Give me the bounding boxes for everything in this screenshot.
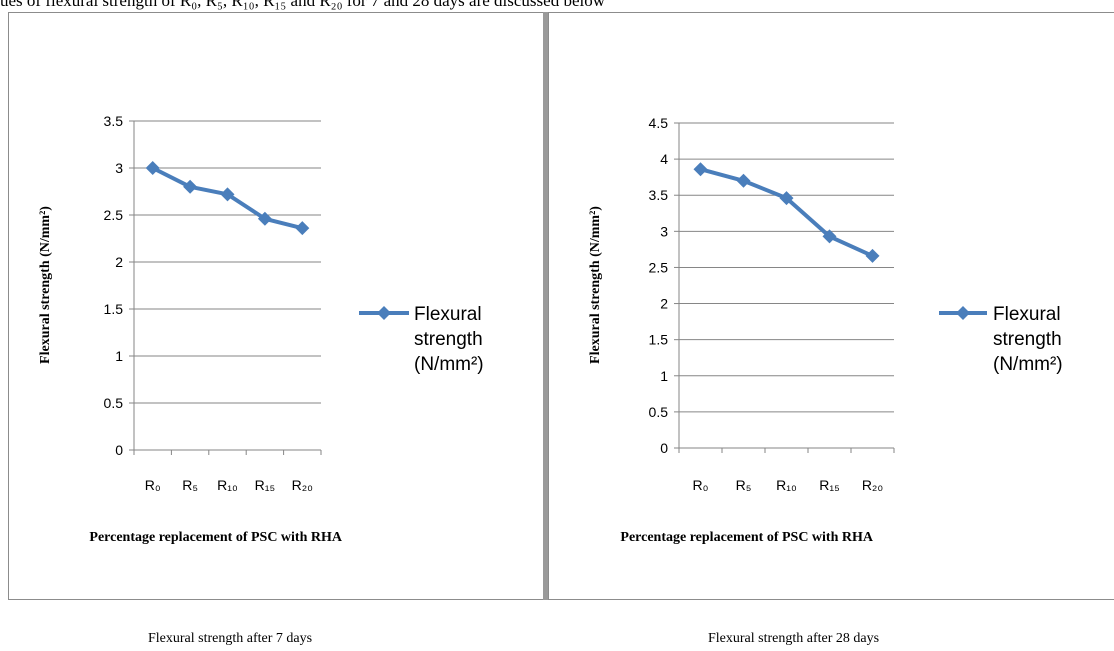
legend-marker [377, 306, 391, 320]
data-point-marker [865, 248, 880, 263]
x-tick-label: R₂₀ [862, 477, 884, 493]
x-tick-label: R₂₀ [292, 477, 314, 493]
legend-label: strength [414, 329, 483, 350]
x-axis-label: Percentage replacement of PSC with RHA [620, 530, 873, 545]
data-point-marker [693, 162, 708, 177]
y-tick-label: 2 [115, 254, 123, 270]
data-point-marker [295, 221, 310, 236]
y-tick-label: 2.5 [649, 259, 669, 275]
y-tick-label: 0 [115, 442, 123, 458]
y-tick-label: 0 [660, 440, 668, 456]
data-point-marker [145, 161, 160, 175]
x-axis-label: Percentage replacement of PSC with RHA [89, 530, 342, 545]
intro-text: ues of flexural strength of R₀, R₅, R₁₀,… [0, 0, 606, 10]
legend-label: (N/mm²) [414, 354, 484, 375]
y-tick-label: 0.5 [649, 404, 669, 420]
data-point-marker [257, 211, 272, 226]
series-line [698, 167, 875, 258]
chart-panel-28-days: 0 0.5 1 1.5 2 2.5 3 3.5 4 4.5 R₀ R₅ R₁₀ R₁₅ R₂₀ Flexura… [548, 12, 1114, 600]
x-tick-label: R₁₅ [255, 477, 275, 493]
x-tick-label: R₁₀ [217, 477, 238, 493]
chart-panel-7-days: 0 0.5 1 1.5 2 2.5 3 3.5 R₀ R₅ R₁₀ R₁₅ R₂₀ Flexural st… [8, 12, 546, 600]
y-tick-label: 3.5 [104, 113, 124, 129]
x-tick-label: R₁₅ [819, 477, 839, 493]
flexural-7-days-chart: 0 0.5 1 1.5 2 2.5 3 3.5 R₀ R₅ R₁₀ R₁₅ R₂₀ Flexural st… [38, 113, 484, 545]
legend-label: (N/mm²) [993, 354, 1063, 375]
y-axis-label: Flexural strength (N/mm²) [588, 206, 603, 364]
data-point-marker [220, 187, 235, 202]
y-tick-label: 1.5 [649, 332, 669, 348]
y-tick-label: 3 [115, 160, 123, 176]
x-tick-label: R₁₀ [776, 477, 797, 493]
x-tick-label: R₅ [182, 477, 198, 493]
legend-label: Flexural [414, 304, 482, 325]
caption-7-days: Flexural strength after 7 days [148, 631, 313, 646]
y-tick-label: 3.5 [649, 187, 669, 203]
legend-label: Flexural [993, 304, 1061, 325]
y-tick-label: 0.5 [104, 395, 124, 411]
panel-divider [543, 12, 548, 600]
flexural-28-days-chart: 0 0.5 1 1.5 2 2.5 3 3.5 4 4.5 R₀ R₅ R₁₀ R₁₅ R₂₀ Flexura… [588, 115, 1063, 545]
y-tick-label: 4.5 [649, 115, 669, 131]
y-tick-label: 2.5 [104, 207, 124, 223]
y-tick-label: 1.5 [104, 301, 124, 317]
y-tick-label: 3 [660, 223, 668, 239]
y-tick-label: 1 [115, 348, 123, 364]
x-tick-label: R₀ [145, 477, 161, 493]
legend-marker [956, 306, 970, 320]
data-point-marker [779, 191, 794, 206]
data-point-marker [736, 173, 751, 188]
y-axis-label: Flexural strength (N/mm²) [38, 206, 53, 364]
y-tick-label: 4 [660, 151, 668, 167]
legend-label: strength [993, 329, 1062, 350]
y-tick-label: 1 [660, 368, 668, 384]
caption-28-days: Flexural strength after 28 days [708, 631, 880, 646]
y-tick-label: 2 [660, 296, 668, 312]
data-point-marker [183, 179, 198, 194]
data-point-marker [822, 229, 837, 244]
x-tick-label: R₀ [693, 477, 709, 493]
x-tick-label: R₅ [736, 477, 752, 493]
